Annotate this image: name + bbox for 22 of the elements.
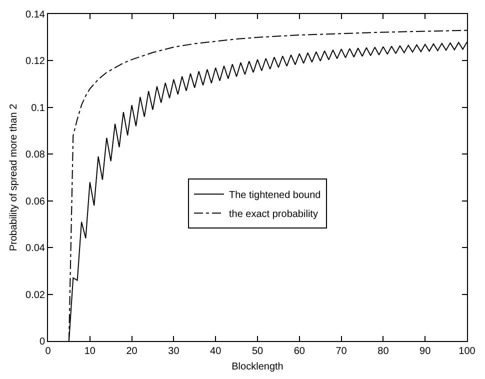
y-tick-label: 0.08 <box>26 150 46 161</box>
x-tick-label: 40 <box>210 346 222 357</box>
x-tick-label: 20 <box>126 346 138 357</box>
x-tick-label: 100 <box>458 346 476 357</box>
y-tick-label: 0 <box>39 336 46 348</box>
x-axis-title: Blocklength <box>232 362 284 372</box>
x-tick-label: 60 <box>294 346 306 357</box>
y-axis-title: Probability of spread more than 2 <box>8 103 20 252</box>
legend-label: the exact probability <box>229 209 318 220</box>
y-tick-label: 0.04 <box>26 243 46 254</box>
legend-label: The tightened bound <box>229 190 321 202</box>
x-tick-label: 90 <box>420 346 432 357</box>
x-tick-label: 30 <box>168 346 180 357</box>
y-tick-label: 0.06 <box>26 196 46 208</box>
y-tick-label: 0.12 <box>26 56 46 68</box>
y-tick-label: 0.1 <box>31 102 46 114</box>
y-tick-label: 0.14 <box>26 10 46 20</box>
x-tick-label: 70 <box>336 346 348 357</box>
x-tick-label: 80 <box>378 346 390 357</box>
x-tick-label: 50 <box>252 346 264 357</box>
x-tick-label: 10 <box>84 346 96 357</box>
y-tick-label: 0.02 <box>26 290 46 301</box>
